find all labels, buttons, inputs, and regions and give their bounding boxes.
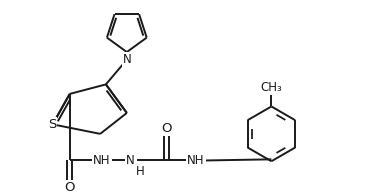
Text: S: S xyxy=(48,118,56,131)
Text: N: N xyxy=(123,53,132,66)
Text: O: O xyxy=(64,181,75,194)
Text: O: O xyxy=(162,122,172,135)
Text: H: H xyxy=(136,165,145,178)
Text: CH₃: CH₃ xyxy=(260,81,282,94)
Text: NH: NH xyxy=(187,154,205,167)
Text: N: N xyxy=(126,154,135,167)
Text: NH: NH xyxy=(93,154,111,167)
